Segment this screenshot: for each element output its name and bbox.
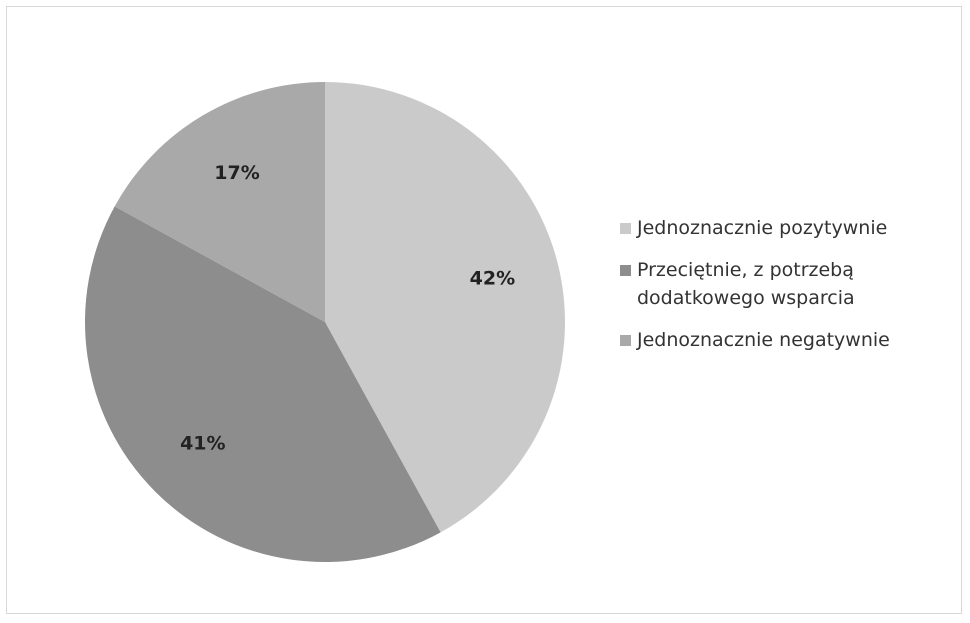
legend-entry: Jednoznacznie pozytywnie xyxy=(620,214,965,242)
data-label: 17% xyxy=(214,162,259,184)
pie-slice xyxy=(84,206,441,563)
pie-slice xyxy=(114,82,325,322)
chart-frame xyxy=(6,6,962,614)
legend-label: Jednoznacznie pozytywnie xyxy=(637,217,888,239)
legend-label: Przeciętnie, z potrzebą dodatkowego wspa… xyxy=(637,259,855,309)
pie-slice xyxy=(325,82,566,533)
legend-entry: Jednoznacznie negatywnie xyxy=(620,326,965,354)
data-label: 41% xyxy=(180,433,225,455)
legend-swatch xyxy=(620,223,631,234)
legend-swatch xyxy=(620,335,631,346)
legend-label: Jednoznacznie negatywnie xyxy=(637,329,890,351)
legend-entry: Przeciętnie, z potrzebą dodatkowego wspa… xyxy=(620,256,965,312)
data-label: 42% xyxy=(470,268,515,290)
legend-swatch xyxy=(620,265,631,276)
legend: Jednoznacznie pozytywnie Przeciętnie, z p… xyxy=(620,214,965,368)
